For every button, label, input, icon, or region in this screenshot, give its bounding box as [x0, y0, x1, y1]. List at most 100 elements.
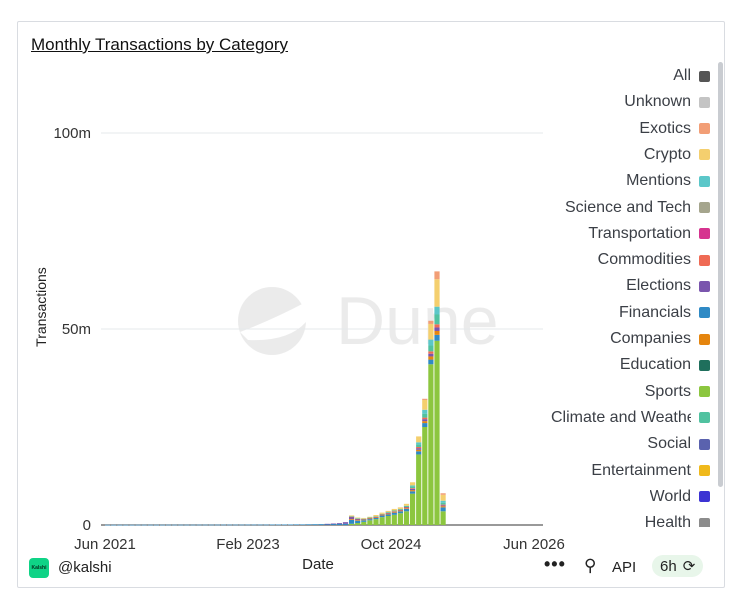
legend-swatch — [699, 307, 710, 319]
legend-item[interactable]: Health — [645, 511, 710, 527]
legend-item[interactable]: Science and Tech — [565, 196, 710, 220]
bar-segment — [385, 512, 391, 513]
legend-label: Education — [619, 356, 691, 374]
legend-swatch — [699, 123, 710, 135]
bar-segment — [440, 511, 446, 525]
legend-item[interactable]: Elections — [626, 274, 710, 298]
bar-segment — [324, 523, 330, 525]
bar-segment — [385, 510, 391, 513]
bar-segment — [214, 524, 220, 526]
legend-item[interactable]: Sports — [645, 380, 710, 404]
legend-item[interactable]: Mentions — [626, 169, 710, 193]
bar-segment — [275, 524, 281, 526]
chart-title[interactable]: Monthly Transactions by Category — [31, 35, 289, 54]
legend-item[interactable]: Companies — [610, 327, 710, 351]
bar-segment — [422, 398, 428, 400]
legend-item[interactable]: Crypto — [644, 143, 710, 167]
legend-item[interactable]: Climate and Weather — [551, 406, 710, 430]
bar-segment — [373, 516, 379, 517]
bar-segment — [379, 517, 385, 525]
bar-segment — [416, 436, 422, 443]
y-tick-label: 50m — [62, 321, 91, 338]
legend-item[interactable]: Entertainment — [591, 459, 710, 483]
bar-segment — [434, 334, 440, 341]
axes: 0 50m 100m Jun 2021 Feb 2023 Oct 2024 Jun 2026 — [53, 125, 564, 553]
refresh-age: 6h — [660, 557, 677, 575]
x-tick-label: Feb 2023 — [216, 536, 279, 553]
legend-item[interactable]: Transportation — [588, 222, 710, 246]
bar-segment — [227, 524, 233, 526]
bar-segment — [434, 324, 440, 328]
bar-segment — [361, 518, 367, 520]
bar-segment — [403, 508, 410, 509]
bar-segment — [373, 515, 379, 517]
y-tick-label: 0 — [83, 517, 91, 534]
legend-item[interactable]: Commodities — [598, 248, 710, 272]
bar-segment — [349, 516, 355, 517]
legend-label: Transportation — [588, 224, 691, 242]
bar-segment — [391, 511, 397, 513]
bar-segment — [434, 330, 440, 335]
bar-segment — [379, 513, 385, 515]
legend-label: Unknown — [624, 93, 691, 111]
legend-swatch — [699, 359, 710, 371]
legend-item[interactable]: Education — [620, 353, 710, 377]
legend-label: Mentions — [626, 172, 691, 190]
bar-segment — [208, 524, 214, 526]
dune-watermark-text: Dune — [336, 283, 499, 359]
api-icon[interactable]: ⚲ — [584, 556, 597, 575]
refresh-badge[interactable]: 6h ⟳ — [652, 555, 704, 577]
more-options-icon[interactable]: ••• — [544, 554, 566, 574]
bar-segment — [434, 306, 440, 315]
bar-segment — [428, 320, 434, 324]
legend-swatch — [699, 228, 710, 240]
legend-item[interactable]: Unknown — [624, 90, 710, 114]
dune-watermark: Dune — [238, 283, 499, 359]
bar-segment — [410, 493, 416, 525]
bar-segment — [373, 517, 379, 518]
bar-segment — [342, 523, 349, 525]
bar-segment — [428, 364, 434, 525]
legend-item[interactable]: Financials — [619, 301, 710, 325]
bar-segment — [403, 508, 410, 512]
bar-segment — [355, 523, 361, 525]
owner-handle[interactable]: @kalshi — [58, 559, 112, 576]
legend-item[interactable]: All — [673, 64, 710, 88]
bar-segment — [416, 454, 422, 525]
api-link[interactable]: API — [612, 559, 637, 576]
bar-segment — [440, 493, 446, 495]
bar-segment — [385, 513, 391, 514]
legend-label: Commodities — [597, 251, 691, 269]
legend-item[interactable]: Exotics — [639, 117, 710, 141]
bar-segment — [159, 524, 166, 526]
bar-segment — [178, 524, 184, 526]
dune-watermark-logo — [238, 287, 306, 355]
bar-segment — [141, 524, 147, 526]
legend-label: World — [649, 487, 692, 505]
legend-swatch — [699, 333, 710, 345]
bar-segment — [349, 519, 355, 520]
legend-item[interactable]: Social — [647, 432, 710, 456]
bar-segment — [403, 505, 410, 507]
bar-segment — [422, 423, 428, 427]
bar-segment — [361, 520, 367, 522]
bar-segment — [422, 413, 428, 418]
bar-segment — [379, 515, 385, 516]
bar-segment — [391, 512, 397, 513]
legend-scrollbar[interactable] — [718, 62, 723, 487]
bar-segment — [410, 488, 416, 491]
bar-segment — [403, 507, 410, 509]
bar-segment — [123, 524, 129, 526]
bar-segment — [239, 524, 245, 526]
bar-segment — [434, 327, 440, 331]
bar-segment — [306, 524, 312, 525]
bar-segment — [440, 500, 446, 503]
legend-item[interactable]: World — [649, 485, 710, 509]
bar-segment — [397, 510, 403, 512]
bar-segment — [416, 451, 422, 455]
x-axis-label: Date — [302, 556, 334, 573]
bar-segment — [312, 524, 318, 525]
bar-segment — [397, 507, 403, 509]
bar-segment — [397, 509, 403, 511]
legend-swatch — [699, 149, 710, 161]
